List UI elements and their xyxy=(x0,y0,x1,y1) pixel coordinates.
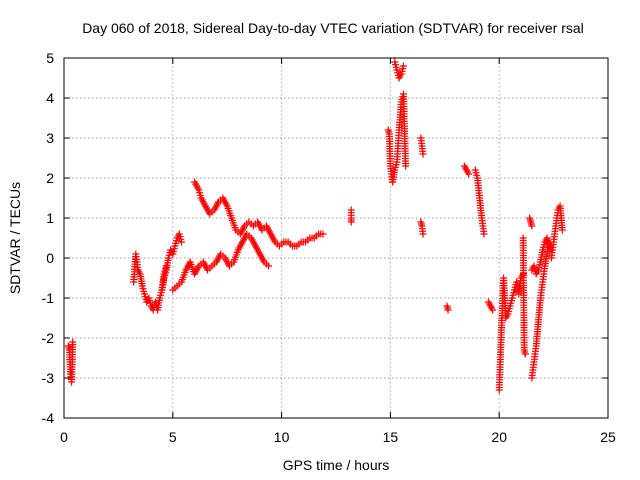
data-point xyxy=(489,306,497,314)
grid-lines xyxy=(64,58,608,418)
x-tick-label: 15 xyxy=(383,429,399,445)
data-point xyxy=(402,162,410,170)
y-tick-label: 2 xyxy=(46,170,54,186)
y-tick-label: 3 xyxy=(46,130,54,146)
data-point xyxy=(399,62,407,70)
data-point xyxy=(178,238,186,246)
data-point xyxy=(419,150,427,158)
data-point xyxy=(419,230,427,238)
tick-labels: 0 5 10 15 20 25 -4 -3 -2 -1 0 1 2 3 4 5 xyxy=(42,50,616,445)
data-point xyxy=(528,222,536,230)
y-tick-label: 5 xyxy=(46,50,54,66)
data-point xyxy=(265,262,273,270)
y-tick-label: -3 xyxy=(42,370,55,386)
y-tick-label: 0 xyxy=(46,250,54,266)
data-points xyxy=(64,58,566,394)
x-tick-label: 5 xyxy=(169,429,177,445)
x-tick-label: 10 xyxy=(274,429,290,445)
data-point xyxy=(319,230,327,238)
data-point xyxy=(347,218,355,226)
x-axis-label: GPS time / hours xyxy=(283,457,390,473)
y-tick-label: 4 xyxy=(46,90,54,106)
x-tick-label: 0 xyxy=(60,429,68,445)
data-point xyxy=(521,350,529,358)
y-tick-label: -1 xyxy=(42,290,55,306)
plot-frame xyxy=(63,57,609,419)
y-tick-label: -2 xyxy=(42,330,55,346)
data-point xyxy=(69,338,77,346)
chart-title: Day 060 of 2018, Sidereal Day-to-day VTE… xyxy=(82,20,584,36)
y-tick-label: 1 xyxy=(46,210,54,226)
data-point xyxy=(480,230,488,238)
data-point xyxy=(465,170,473,178)
y-tick-label: -4 xyxy=(42,410,55,426)
data-point xyxy=(558,226,566,234)
y-axis-label: SDTVAR / TECUs xyxy=(7,182,23,294)
x-tick-label: 25 xyxy=(600,429,616,445)
data-point xyxy=(444,306,452,314)
x-tick-label: 20 xyxy=(491,429,507,445)
